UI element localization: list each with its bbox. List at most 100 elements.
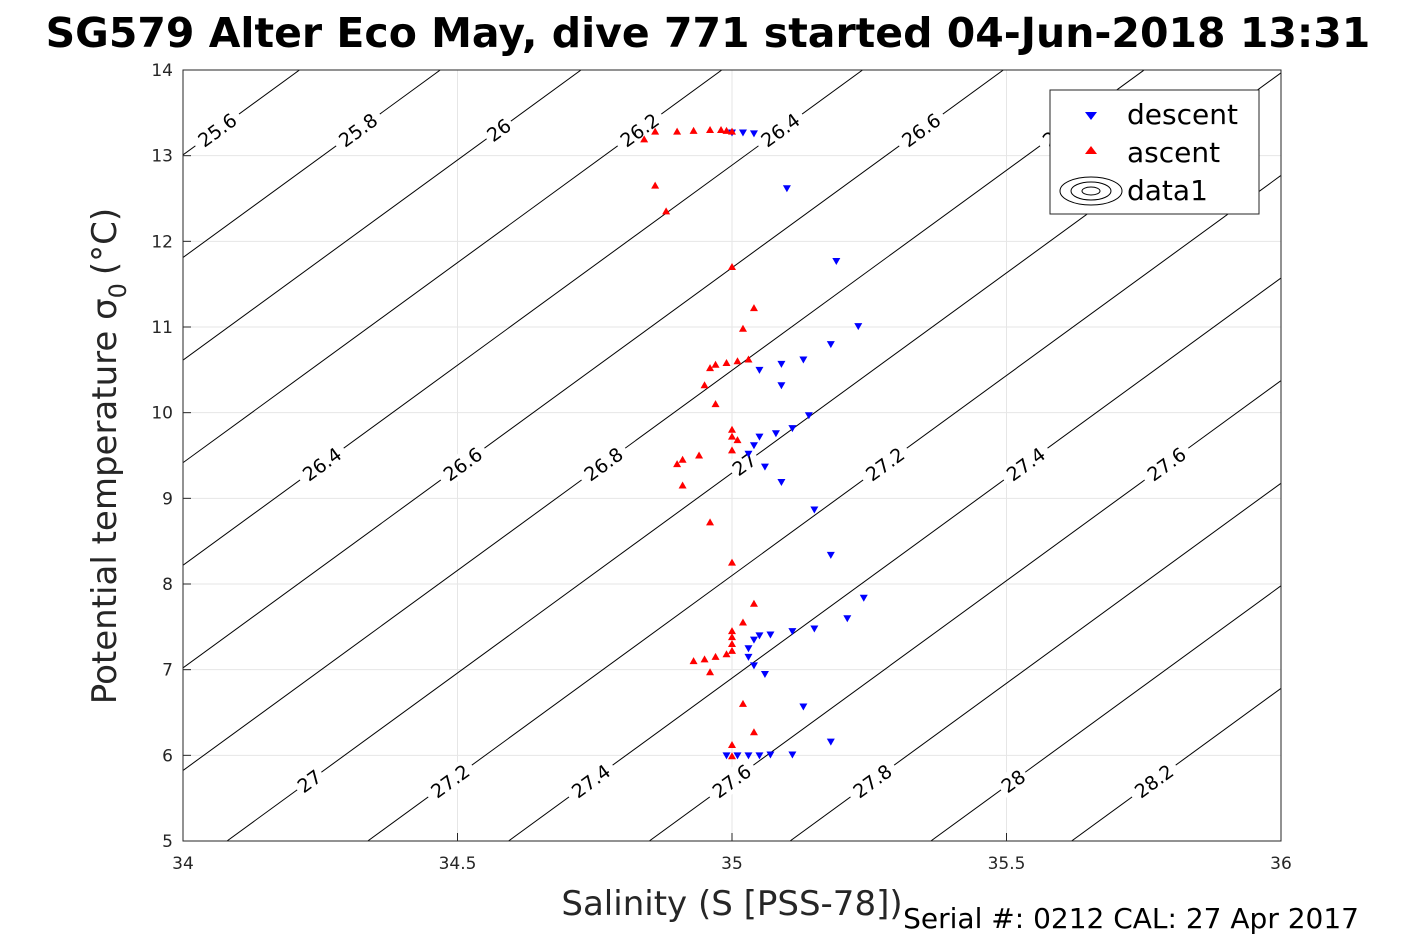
y-tick-label: 11 [151,318,173,338]
y-tick-label: 7 [162,661,173,681]
ascent-point [728,627,736,635]
contour-label-bg [892,105,950,155]
ascent-point [749,599,758,607]
y-tick-label: 14 [151,61,173,81]
descent-point [804,412,813,420]
contour-label-bg [434,439,491,489]
x-tick-label: 35.5 [988,854,1026,874]
ascent-point [678,455,687,463]
ascent-point [733,357,742,365]
x-tick-label: 34 [172,854,194,874]
contour-label-bg [703,756,760,806]
descent-point [755,366,764,374]
ascent-point [722,650,731,658]
descent-point [799,356,808,364]
descent-point [826,738,835,746]
y-axis-label: Potential temperature σ0 (°C) [85,208,132,704]
ascent-point [728,646,736,654]
descent-point [744,752,753,760]
ascent-point [673,460,682,468]
contour-line [183,70,582,361]
legend-descent-label: descent [1127,98,1238,131]
contour-line [789,482,1281,841]
descent-point [771,430,780,438]
ascent-point [695,451,704,459]
descent-point [854,323,863,331]
contour-label-bg [751,105,809,155]
contour-label-bg [844,756,901,806]
ascent-point [689,657,698,665]
chart-title: SG579 Alter Eco May, dive 771 started 04… [46,9,1371,57]
descent-point [843,615,852,623]
ascent-point [733,436,742,444]
ascent-point [749,304,758,312]
ascent-point [711,652,720,660]
legend-ascent-marker [1085,146,1097,154]
ascent-point [706,668,715,676]
descent-point [755,433,764,441]
descent-point [760,463,769,471]
y-axis-label-main: Potential temperature σ [85,298,125,704]
contour-label-bg [329,105,387,155]
y-axis-label-subscript: 0 [104,283,132,298]
descent-point [733,752,742,760]
ascent-point [728,446,736,454]
ascent-point [651,127,660,135]
y-tick-label: 5 [162,832,173,852]
contour-label-bg [562,756,620,806]
ascent-point [700,381,709,389]
descent-point [749,130,758,138]
x-tick-label: 36 [1270,854,1292,874]
descent-point [810,625,819,633]
ascent-point [728,127,736,135]
serial-calibration-footer: Serial #: 0212 CAL: 27 Apr 2017 [903,902,1359,935]
y-tick-label: 10 [151,404,173,424]
ascent-point [673,127,682,135]
descent-point [722,752,731,760]
descent-point [749,636,758,644]
ascent-point [706,518,715,526]
x-tick-label: 35 [721,854,743,874]
descent-point [755,752,764,760]
contour-label-bg [611,105,668,155]
contour-line [183,70,723,464]
ascent-point [722,126,731,134]
descent-point [799,703,808,711]
descent-point [826,551,835,559]
contour-line [1071,687,1281,841]
ascent-point [728,425,736,433]
ascent-point [728,432,736,440]
contour-label-bg [290,763,328,799]
descent-point [749,442,758,450]
descent-point [744,645,753,653]
ascent-point [738,324,747,332]
ascent-point [711,400,720,408]
ascent-point [678,481,687,489]
contour-label-bg [293,439,351,489]
y-tick-label: 9 [162,489,173,509]
contour-label-bg [1125,756,1183,806]
y-axis-label-unit: (°C) [85,208,125,275]
y-tick-label: 6 [162,746,173,766]
ascent-point [662,207,671,215]
y-tick-label: 12 [151,232,173,252]
ascent-point [651,181,660,189]
y-tick-label: 13 [151,147,173,167]
descent-point [777,360,786,368]
contour-line [183,70,441,259]
contour-label-bg [997,439,1055,489]
ascent-point [706,364,715,372]
contour-label-bg [188,105,246,155]
ascent-point [728,558,736,566]
contour-label-bg [1138,439,1195,489]
descent-point [766,631,775,639]
contour-label-bg [575,439,632,489]
descent-point [777,382,786,390]
descent-point [859,594,868,602]
descent-point [810,506,819,514]
contour-label-bg [421,756,479,806]
legend-box [1049,89,1260,215]
ascent-point [728,263,736,271]
ascent-point [749,728,758,736]
contour-label-bg [480,112,518,148]
